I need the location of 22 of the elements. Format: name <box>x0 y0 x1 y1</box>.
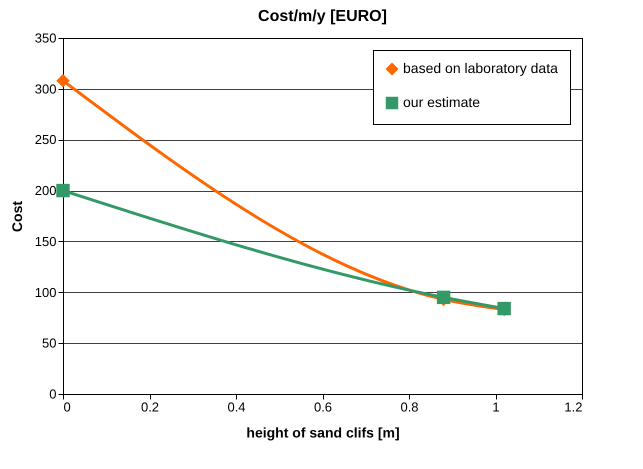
x-tick-label: 0.2 <box>140 400 160 414</box>
y-tick-label: 200 <box>34 183 56 198</box>
x-tick-label: 0.4 <box>227 400 246 414</box>
point <box>56 184 70 198</box>
y-tick-label: 300 <box>34 81 56 96</box>
y-tick-label: 50 <box>42 336 56 351</box>
x-tick-label: 1 <box>492 400 500 414</box>
point <box>56 74 70 88</box>
y-axis-title: Cost <box>8 200 25 232</box>
y-tick-label: 0 <box>49 386 56 402</box>
chart-title: Cost/m/y [EURO] <box>258 8 387 25</box>
x-tick-label: 0.6 <box>314 400 332 414</box>
y-tick-label: 100 <box>34 284 56 300</box>
x-tick-label: 0 <box>64 400 71 414</box>
x-axis-title: height of sand clifs [m] <box>246 424 400 440</box>
legend-label: our estimate <box>403 94 480 110</box>
y-tick-label: 250 <box>34 132 56 148</box>
y-tick-label: 350 <box>34 30 56 46</box>
y-tick-label: 150 <box>34 234 56 249</box>
legend-label: based on laboratory data <box>403 60 558 76</box>
x-tick-label: 0.8 <box>400 400 419 414</box>
x-tick-label: 1.2 <box>564 400 582 414</box>
